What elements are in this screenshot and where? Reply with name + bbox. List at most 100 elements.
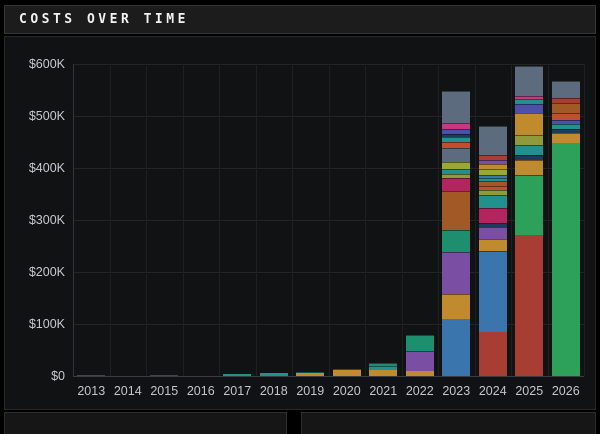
- y-axis-label: $300K: [28, 213, 65, 227]
- bar-segment-navy: [551, 129, 580, 134]
- x-axis-label: 2022: [405, 384, 434, 398]
- bar-segment-red: [478, 331, 507, 376]
- bar-segment-slate: [515, 65, 544, 96]
- y-axis-label: $500K: [28, 109, 65, 123]
- gridline-vertical: [255, 64, 257, 376]
- bar-segment-gold: [515, 112, 544, 135]
- x-axis-label: 2016: [186, 384, 215, 398]
- x-axis-label: 2015: [150, 384, 179, 398]
- bar-segment-teal: [551, 124, 580, 130]
- bar-segment-gold: [369, 369, 398, 376]
- y-axis-label: $400K: [28, 161, 65, 175]
- gridline-horizontal: [73, 376, 584, 377]
- x-axis-label: 2023: [442, 384, 471, 398]
- bar-segment-navy: [515, 154, 544, 160]
- bar-segment-teal: [369, 365, 398, 370]
- bar-segment-green: [551, 143, 580, 376]
- bottom-left-panel-cutoff: [4, 412, 287, 434]
- y-axis-label: $600K: [28, 57, 65, 71]
- bar-segment-gold: [478, 164, 507, 170]
- x-axis-label: 2020: [332, 384, 361, 398]
- bar-segment-teal: [442, 169, 471, 175]
- bar-segment-olive: [442, 174, 471, 179]
- gridline-vertical: [146, 64, 147, 376]
- bar-2020[interactable]: [332, 368, 361, 376]
- bar-segment-vermilion: [478, 185, 507, 191]
- bar-segment-green: [515, 174, 544, 235]
- bar-2018[interactable]: [259, 372, 288, 376]
- bar-segment-blue: [478, 251, 507, 332]
- bar-segment-brown: [551, 102, 580, 114]
- bar-segment-olive: [478, 190, 507, 196]
- y-axis-label: $200K: [28, 265, 65, 279]
- x-axis-label: 2014: [113, 384, 142, 398]
- bar-segment-red: [515, 234, 544, 376]
- bar-segment-red: [478, 155, 507, 160]
- gridline-vertical: [401, 64, 403, 376]
- bar-segment-teal: [478, 177, 507, 182]
- bar-segment-slate: [551, 80, 580, 99]
- bar-segment-navy: [478, 222, 507, 228]
- bar-segment-gray: [77, 375, 106, 376]
- gridline-vertical: [182, 64, 184, 376]
- bar-segment-gold: [442, 293, 471, 319]
- gridline-vertical: [511, 64, 512, 376]
- costs-over-time-chart-panel: $600K $500K $400K $300K $200K $100K $0 2013 2014…: [4, 36, 596, 410]
- bar-2026[interactable]: [551, 80, 580, 376]
- y-axis-label: $100K: [28, 317, 65, 331]
- bar-segment-gray: [150, 374, 179, 376]
- bar-segment-magenta: [442, 123, 471, 130]
- bar-segment-teal: [296, 371, 325, 373]
- bar-segment-gold: [332, 369, 361, 376]
- bar-segment-purple: [478, 227, 507, 240]
- bar-2023[interactable]: [442, 90, 471, 376]
- bar-segment-indigo: [442, 129, 471, 134]
- gridline-vertical: [365, 64, 366, 376]
- bar-segment-purple: [442, 252, 471, 294]
- bar-segment-slate: [442, 90, 471, 124]
- bar-segment-slate: [442, 148, 471, 163]
- bar-segment-gold: [296, 372, 325, 376]
- bar-segment-seagreen: [442, 230, 471, 253]
- bar-segment-vermilion: [551, 113, 580, 121]
- x-axis-label: 2018: [259, 384, 288, 398]
- bottom-right-panel-cutoff: [301, 412, 596, 434]
- bar-segment-teal: [515, 144, 544, 155]
- bar-2017[interactable]: [223, 374, 252, 376]
- bar-segment-blue: [442, 318, 471, 376]
- bar-2021[interactable]: [369, 363, 398, 376]
- bar-segment-teal: [332, 368, 361, 370]
- gridline-vertical: [219, 64, 220, 376]
- gridline-vertical: [292, 64, 293, 376]
- x-axis-label: 2024: [478, 384, 507, 398]
- bar-segment-teal: [478, 195, 507, 209]
- bar-2013[interactable]: [77, 375, 106, 376]
- gridline-vertical: [547, 64, 549, 376]
- bar-2015[interactable]: [150, 374, 179, 376]
- bar-segment-gold: [478, 239, 507, 252]
- bar-2025[interactable]: [515, 65, 544, 376]
- bar-segment-crimson: [478, 208, 507, 223]
- bar-segment-vermilion: [442, 141, 471, 149]
- bar-2022[interactable]: [405, 334, 434, 376]
- gridline-vertical: [474, 64, 476, 376]
- x-axis-label: 2013: [77, 384, 106, 398]
- bar-segment-brown: [478, 181, 507, 186]
- x-axis-label: 2017: [223, 384, 252, 398]
- gridline-vertical: [438, 64, 439, 376]
- x-axis-label: 2026: [551, 384, 580, 398]
- bar-segment-teal: [259, 372, 288, 376]
- gridline-vertical: [584, 64, 585, 376]
- bar-segment-teal: [442, 136, 471, 142]
- x-axis-label: 2025: [515, 384, 544, 398]
- bar-segment-red: [551, 98, 580, 103]
- panel-title-bar: COSTS OVER TIME: [4, 5, 596, 34]
- bar-segment-indigo: [551, 120, 580, 125]
- y-axis-label: $0: [51, 369, 65, 383]
- bar-segment-crimson: [442, 178, 471, 192]
- gridline-vertical: [109, 64, 111, 376]
- bar-segment-gold: [405, 370, 434, 376]
- bar-2019[interactable]: [296, 371, 325, 376]
- bar-2024[interactable]: [478, 126, 507, 376]
- gridline-vertical: [328, 64, 330, 376]
